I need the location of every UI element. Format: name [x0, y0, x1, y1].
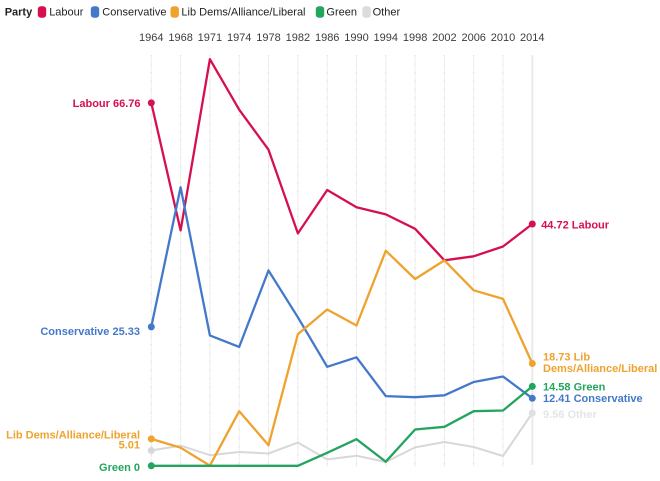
svg-text:1998: 1998 — [403, 32, 427, 44]
svg-text:1982: 1982 — [286, 32, 310, 44]
svg-text:Conservative: Conservative — [102, 7, 166, 19]
svg-text:5.01: 5.01 — [119, 440, 140, 452]
svg-text:1968: 1968 — [168, 32, 192, 44]
svg-text:1971: 1971 — [198, 32, 222, 44]
svg-text:1978: 1978 — [256, 32, 280, 44]
svg-text:2002: 2002 — [432, 32, 456, 44]
svg-text:18.73 Lib: 18.73 Lib — [543, 352, 590, 364]
svg-text:Green: Green — [326, 7, 357, 19]
svg-text:1994: 1994 — [374, 32, 398, 44]
svg-text:Conservative 25.33: Conservative 25.33 — [40, 326, 140, 338]
svg-text:Labour 66.76: Labour 66.76 — [73, 98, 141, 110]
svg-text:Green 0: Green 0 — [99, 462, 140, 474]
svg-text:44.72 Labour: 44.72 Labour — [541, 220, 610, 232]
svg-text:Lib Dems/Alliance/Liberal: Lib Dems/Alliance/Liberal — [6, 429, 140, 441]
svg-text:9.56 Other: 9.56 Other — [543, 409, 598, 421]
svg-text:Lib Dems/Alliance/Liberal: Lib Dems/Alliance/Liberal — [181, 7, 305, 19]
svg-text:1986: 1986 — [315, 32, 339, 44]
svg-text:1990: 1990 — [344, 32, 368, 44]
svg-text:2006: 2006 — [461, 32, 485, 44]
svg-text:2010: 2010 — [491, 32, 515, 44]
svg-text:Dems/Alliance/Liberal: Dems/Alliance/Liberal — [543, 363, 657, 375]
svg-text:Labour: Labour — [49, 7, 84, 19]
svg-text:1964: 1964 — [139, 32, 163, 44]
svg-text:Other: Other — [373, 7, 401, 19]
svg-text:2014: 2014 — [520, 32, 544, 44]
svg-text:1974: 1974 — [227, 32, 251, 44]
svg-text:12.41 Conservative: 12.41 Conservative — [543, 393, 643, 405]
svg-text:Party: Party — [5, 7, 33, 19]
svg-text:14.58 Green: 14.58 Green — [543, 382, 606, 394]
